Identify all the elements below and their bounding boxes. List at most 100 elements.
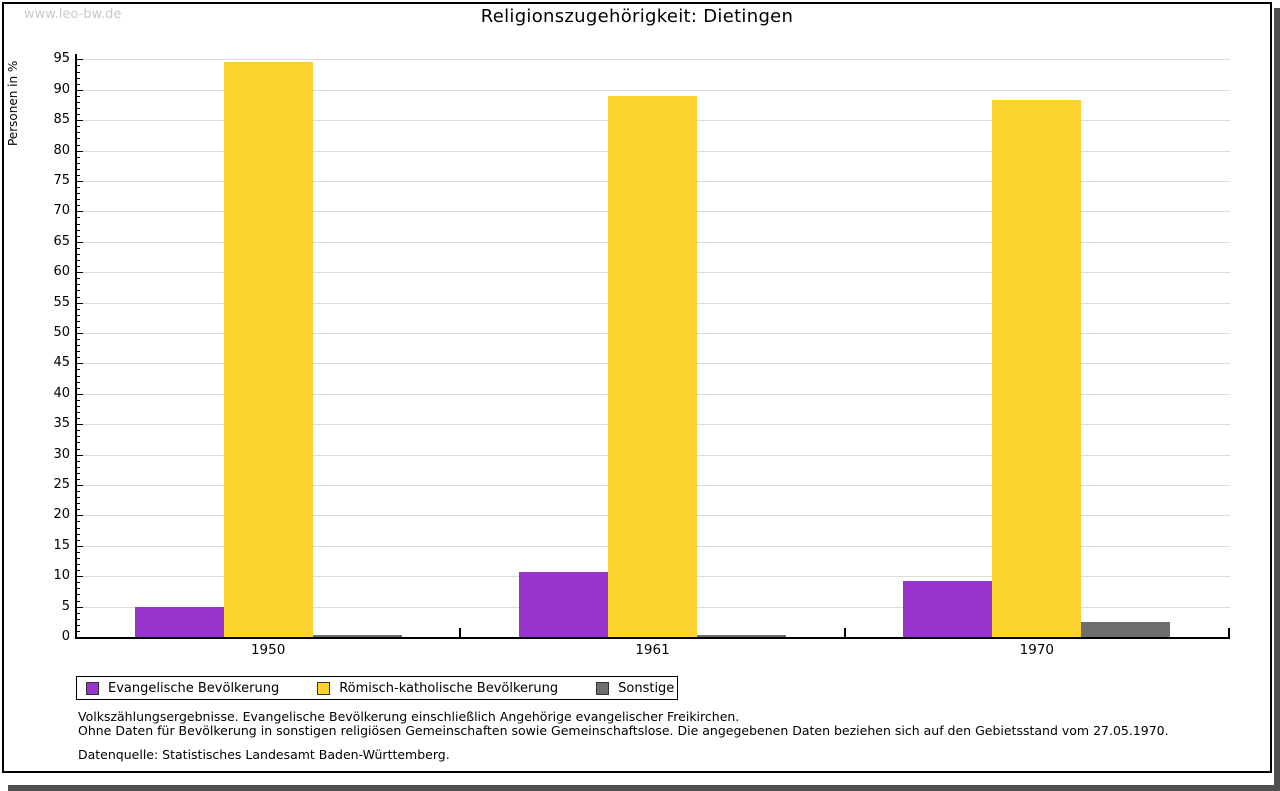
y-tick-label: 25	[53, 477, 70, 492]
chart-area: 0 5 10 15 20 25 30 35 40 45 50 55 60 65 70 75 80 85 90 95 19…	[4, 4, 1270, 771]
y-tick-minor	[76, 624, 80, 626]
y-tick-minor	[76, 174, 80, 176]
x-tick	[459, 628, 462, 637]
y-tick-minor	[76, 320, 80, 322]
x-category-label: 1961	[635, 642, 670, 658]
y-tick-minor	[76, 387, 80, 389]
data-source: Datenquelle: Statistisches Landesamt Bad…	[78, 747, 450, 762]
y-tick-minor	[76, 65, 80, 67]
y-tick-minor	[76, 314, 80, 316]
y-tick-minor	[76, 95, 80, 97]
y-tick-minor	[76, 369, 80, 371]
y-tick-label: 10	[53, 568, 70, 584]
y-tick-minor	[76, 618, 80, 620]
y-tick-minor	[76, 533, 80, 535]
y-tick-minor	[76, 466, 80, 468]
y-tick-label: 60	[53, 264, 70, 280]
y-tick-minor	[76, 412, 80, 414]
y-tick-minor	[76, 266, 80, 268]
y-tick-label: 5	[61, 598, 70, 614]
y-tick-minor	[76, 308, 80, 310]
y-tick-minor	[76, 460, 80, 462]
y-tick-major	[76, 120, 83, 122]
y-tick-major	[76, 211, 83, 213]
y-tick-minor	[76, 357, 80, 359]
y-tick-minor	[76, 77, 80, 79]
y-tick-minor	[76, 600, 80, 602]
legend-label: Evangelische Bevölkerung	[108, 680, 280, 696]
y-tick-minor	[76, 509, 80, 511]
legend-item: Römisch-katholische Bevölkerung	[317, 681, 558, 696]
legend-label: Römisch-katholische Bevölkerung	[339, 680, 559, 696]
y-tick-minor	[76, 539, 80, 541]
y-tick-minor	[76, 290, 80, 292]
y-tick-minor	[76, 126, 80, 128]
gridline	[77, 89, 1230, 91]
y-tick-major	[76, 606, 83, 608]
legend-label: Sonstige	[618, 680, 675, 696]
chart-frame: www.leo-bw.de Religionszugehörigkeit: Di…	[2, 2, 1272, 773]
y-tick-major	[76, 59, 83, 61]
x-tick	[1228, 628, 1230, 637]
y-tick-major	[76, 393, 83, 395]
y-tick-minor	[76, 193, 80, 195]
y-tick-minor	[76, 71, 80, 73]
y-tick-major	[76, 424, 83, 426]
y-tick-minor	[76, 138, 80, 140]
y-tick-minor	[76, 168, 80, 170]
page-title: Religionszugehörigkeit: Dietingen	[480, 6, 794, 27]
y-tick-minor	[76, 436, 80, 438]
y-tick-minor	[76, 503, 80, 505]
bar-1961-katholisch	[608, 96, 697, 637]
x-axis-line	[75, 637, 1230, 639]
y-tick-label: 30	[53, 446, 70, 462]
y-tick-label: 35	[53, 416, 70, 432]
y-tick-label: 85	[53, 112, 70, 128]
bar-1950-sonstige	[312, 635, 402, 637]
y-tick-major	[76, 576, 83, 578]
y-tick-minor	[76, 253, 80, 255]
y-tick-minor	[76, 199, 80, 201]
y-tick-minor	[76, 551, 80, 553]
y-tick-minor	[76, 491, 80, 493]
x-tick	[843, 628, 846, 637]
y-tick-minor	[76, 418, 80, 420]
bar-1950-katholisch	[223, 62, 313, 637]
y-tick-minor	[76, 223, 80, 225]
y-tick-major	[76, 241, 83, 243]
y-tick-minor	[76, 162, 80, 164]
y-tick-minor	[76, 205, 80, 207]
y-tick-minor	[76, 448, 80, 450]
y-tick-label: 50	[53, 325, 70, 340]
y-tick-major	[76, 302, 83, 304]
y-tick-minor	[76, 114, 80, 116]
y-tick-minor	[76, 284, 80, 286]
y-tick-major	[76, 545, 83, 547]
y-tick-minor	[76, 326, 80, 328]
y-tick-minor	[76, 217, 80, 219]
legend-item: Sonstige	[596, 681, 674, 696]
y-tick-minor	[76, 375, 80, 377]
y-tick-minor	[76, 83, 80, 85]
y-tick-minor	[76, 527, 80, 529]
y-tick-minor	[76, 405, 80, 407]
y-tick-minor	[76, 381, 80, 383]
bar-1970-katholisch	[992, 100, 1082, 637]
y-tick-minor	[76, 229, 80, 231]
footnote-line-2: Ohne Daten für Bevölkerung in sonstigen …	[78, 723, 1169, 738]
y-tick-label: 80	[53, 142, 70, 158]
watermark: www.leo-bw.de	[24, 7, 122, 22]
y-tick-minor	[76, 156, 80, 158]
y-tick-label: 20	[53, 507, 70, 523]
y-tick-minor	[76, 132, 80, 134]
y-tick-label: 15	[53, 537, 70, 553]
y-tick-minor	[76, 399, 80, 401]
y-tick-minor	[76, 442, 80, 444]
x-category-label: 1970	[1019, 642, 1054, 658]
y-tick-major	[76, 454, 83, 456]
y-axis-line	[75, 54, 77, 637]
y-tick-minor	[76, 144, 80, 146]
legend: Evangelische Bevölkerung Römisch-katholis…	[76, 676, 678, 700]
y-tick-label: 55	[53, 294, 70, 310]
y-tick-minor	[76, 296, 80, 298]
